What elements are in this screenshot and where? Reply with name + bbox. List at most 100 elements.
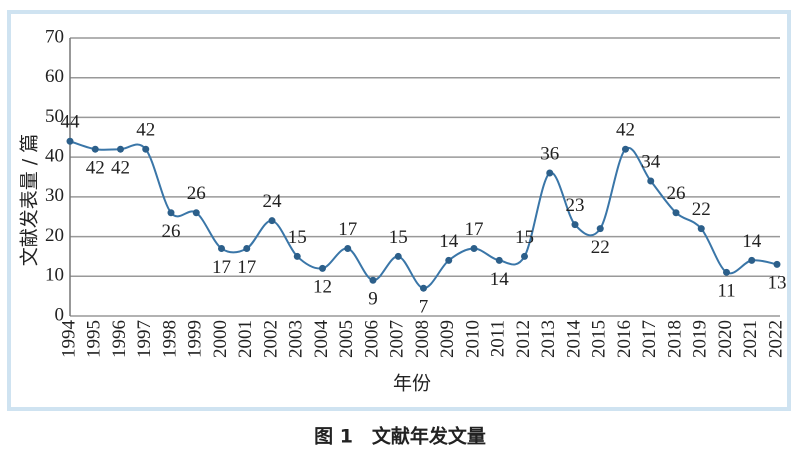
x-tick-label: 2018 xyxy=(664,320,685,358)
point xyxy=(672,209,680,217)
point xyxy=(344,244,352,252)
point xyxy=(218,244,225,252)
data-label: 17 xyxy=(237,257,256,278)
data-label: 7 xyxy=(419,297,429,318)
point xyxy=(748,256,756,264)
point xyxy=(117,145,124,153)
data-label: 22 xyxy=(591,237,610,258)
point xyxy=(495,256,503,264)
data-label: 44 xyxy=(61,112,81,133)
point xyxy=(546,169,554,177)
y-axis-label: 文献发表量 / 篇 xyxy=(19,134,41,266)
data-label: 12 xyxy=(313,277,332,298)
caption: 图 1 文献年发文量 xyxy=(314,425,486,448)
point xyxy=(66,137,74,145)
y-tick-label: 30 xyxy=(45,185,64,206)
x-tick-label: 2001 xyxy=(235,320,256,358)
y-tick-label: 0 xyxy=(55,304,65,325)
point xyxy=(243,244,251,252)
x-tick-label: 2007 xyxy=(387,320,408,358)
data-label: 17 xyxy=(338,219,357,240)
data-label: 42 xyxy=(86,158,105,179)
x-tick-label: 2008 xyxy=(412,320,433,358)
x-tick-label: 2009 xyxy=(437,320,458,358)
x-tick-label: 1994 xyxy=(58,320,79,359)
data-label: 42 xyxy=(616,120,635,141)
point xyxy=(647,177,655,185)
point xyxy=(596,225,604,233)
data-label: 15 xyxy=(515,227,534,248)
point xyxy=(142,145,150,153)
y-tick-label: 60 xyxy=(45,66,64,87)
x-tick-label: 2012 xyxy=(513,320,534,358)
y-tick-label: 20 xyxy=(45,225,64,246)
data-label: 13 xyxy=(768,273,787,294)
point xyxy=(571,221,579,229)
x-tick-label: 2021 xyxy=(740,320,761,358)
data-label: 42 xyxy=(136,120,155,141)
x-tick-label: 1999 xyxy=(185,320,206,358)
point xyxy=(293,252,301,260)
x-tick-label: 2011 xyxy=(488,320,509,357)
data-label: 22 xyxy=(692,199,711,220)
data-label: 14 xyxy=(439,231,459,252)
point xyxy=(420,284,427,292)
y-tick-label: 50 xyxy=(45,106,64,127)
x-tick-label: 2016 xyxy=(614,320,635,358)
x-tick-label: 1995 xyxy=(84,320,105,358)
x-tick-label: 2020 xyxy=(715,320,736,358)
point xyxy=(268,217,276,225)
x-tick-label: 2017 xyxy=(639,320,660,358)
data-label: 14 xyxy=(742,231,762,252)
x-tick-label: 2005 xyxy=(336,320,357,358)
x-tick-label: 2003 xyxy=(286,320,307,358)
x-tick-label: 1998 xyxy=(159,320,180,358)
x-tick-label: 2006 xyxy=(361,320,382,358)
data-label: 15 xyxy=(389,227,408,248)
x-tick-label: 2000 xyxy=(210,320,231,358)
data-label: 23 xyxy=(566,195,585,216)
y-tick-label: 40 xyxy=(45,146,64,167)
point xyxy=(697,225,705,233)
data-label: 14 xyxy=(490,269,510,290)
y-tick-label: 70 xyxy=(45,26,64,47)
point xyxy=(445,256,453,264)
x-tick-label: 2015 xyxy=(589,320,610,358)
x-tick-label: 2004 xyxy=(311,320,332,359)
point xyxy=(91,145,99,153)
data-label: 36 xyxy=(540,143,559,164)
x-tick-label: 2022 xyxy=(765,320,786,358)
data-label: 15 xyxy=(288,227,307,248)
data-label: 17 xyxy=(465,219,484,240)
point xyxy=(521,252,528,260)
x-tick-label: 2010 xyxy=(462,320,483,358)
data-label: 9 xyxy=(368,289,378,310)
data-label: 26 xyxy=(667,183,686,204)
point xyxy=(773,260,781,268)
x-tick-label: 2002 xyxy=(260,320,281,358)
x-tick-label: 1997 xyxy=(134,320,155,358)
point xyxy=(319,264,326,272)
x-tick-label: 2019 xyxy=(690,320,711,358)
data-label: 26 xyxy=(162,221,181,242)
data-label: 34 xyxy=(641,151,661,172)
data-label: 26 xyxy=(187,183,206,204)
point xyxy=(192,209,200,217)
data-label: 24 xyxy=(263,191,283,212)
point xyxy=(167,209,175,217)
x-axis-label: 年份 xyxy=(393,373,431,395)
data-label: 42 xyxy=(111,158,130,179)
frame xyxy=(7,10,791,411)
point xyxy=(470,244,478,252)
point xyxy=(394,252,402,260)
x-tick-label: 2013 xyxy=(538,320,559,358)
line xyxy=(69,140,778,290)
y-tick-label: 10 xyxy=(45,265,64,286)
point xyxy=(369,276,377,284)
point xyxy=(622,145,629,153)
x-tick-label: 1996 xyxy=(109,320,130,358)
x-tick-label: 2014 xyxy=(563,320,584,359)
point xyxy=(723,268,730,276)
data-label: 11 xyxy=(717,281,735,302)
